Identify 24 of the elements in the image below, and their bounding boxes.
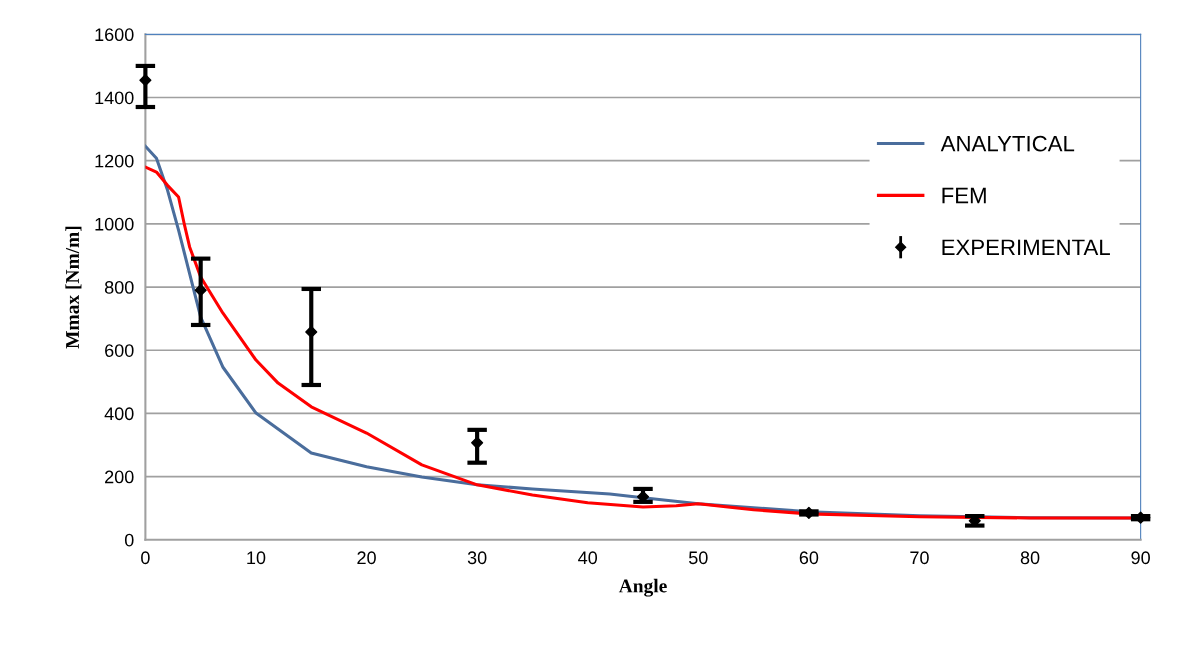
y-tick-label: 800 — [104, 281, 134, 294]
legend-label: EXPERIMENTAL — [942, 239, 1110, 255]
y-tick-label: 200 — [105, 470, 134, 484]
y-tick-label: 1000 — [95, 217, 134, 231]
x-tick-label: 10 — [247, 551, 266, 565]
x-axis-title: Angle — [618, 578, 667, 597]
y-tick-label: 400 — [104, 407, 134, 421]
x-tick-label: 60 — [799, 551, 819, 565]
x-tick-label: 50 — [688, 551, 708, 565]
y-tick-label: 600 — [105, 344, 134, 357]
y-tick-label: 1600 — [95, 28, 134, 42]
y-tick-label: 1200 — [95, 154, 134, 168]
legend-label: ANALYTICAL — [940, 135, 1075, 152]
x-tick-label: 90 — [1131, 551, 1150, 565]
legend-label: FEM — [942, 187, 986, 204]
y-axis-title: Mmax [Nm/m] — [65, 226, 82, 349]
y-tick-label: 0 — [124, 533, 134, 547]
x-tick-label: 40 — [578, 551, 598, 565]
x-tick-label: 70 — [910, 551, 929, 565]
y-tick-label: 1400 — [95, 91, 134, 105]
x-tick-label: 30 — [467, 551, 487, 565]
x-tick-label: 0 — [141, 551, 150, 565]
x-tick-label: 80 — [1020, 551, 1040, 565]
x-tick-label: 20 — [357, 551, 376, 565]
